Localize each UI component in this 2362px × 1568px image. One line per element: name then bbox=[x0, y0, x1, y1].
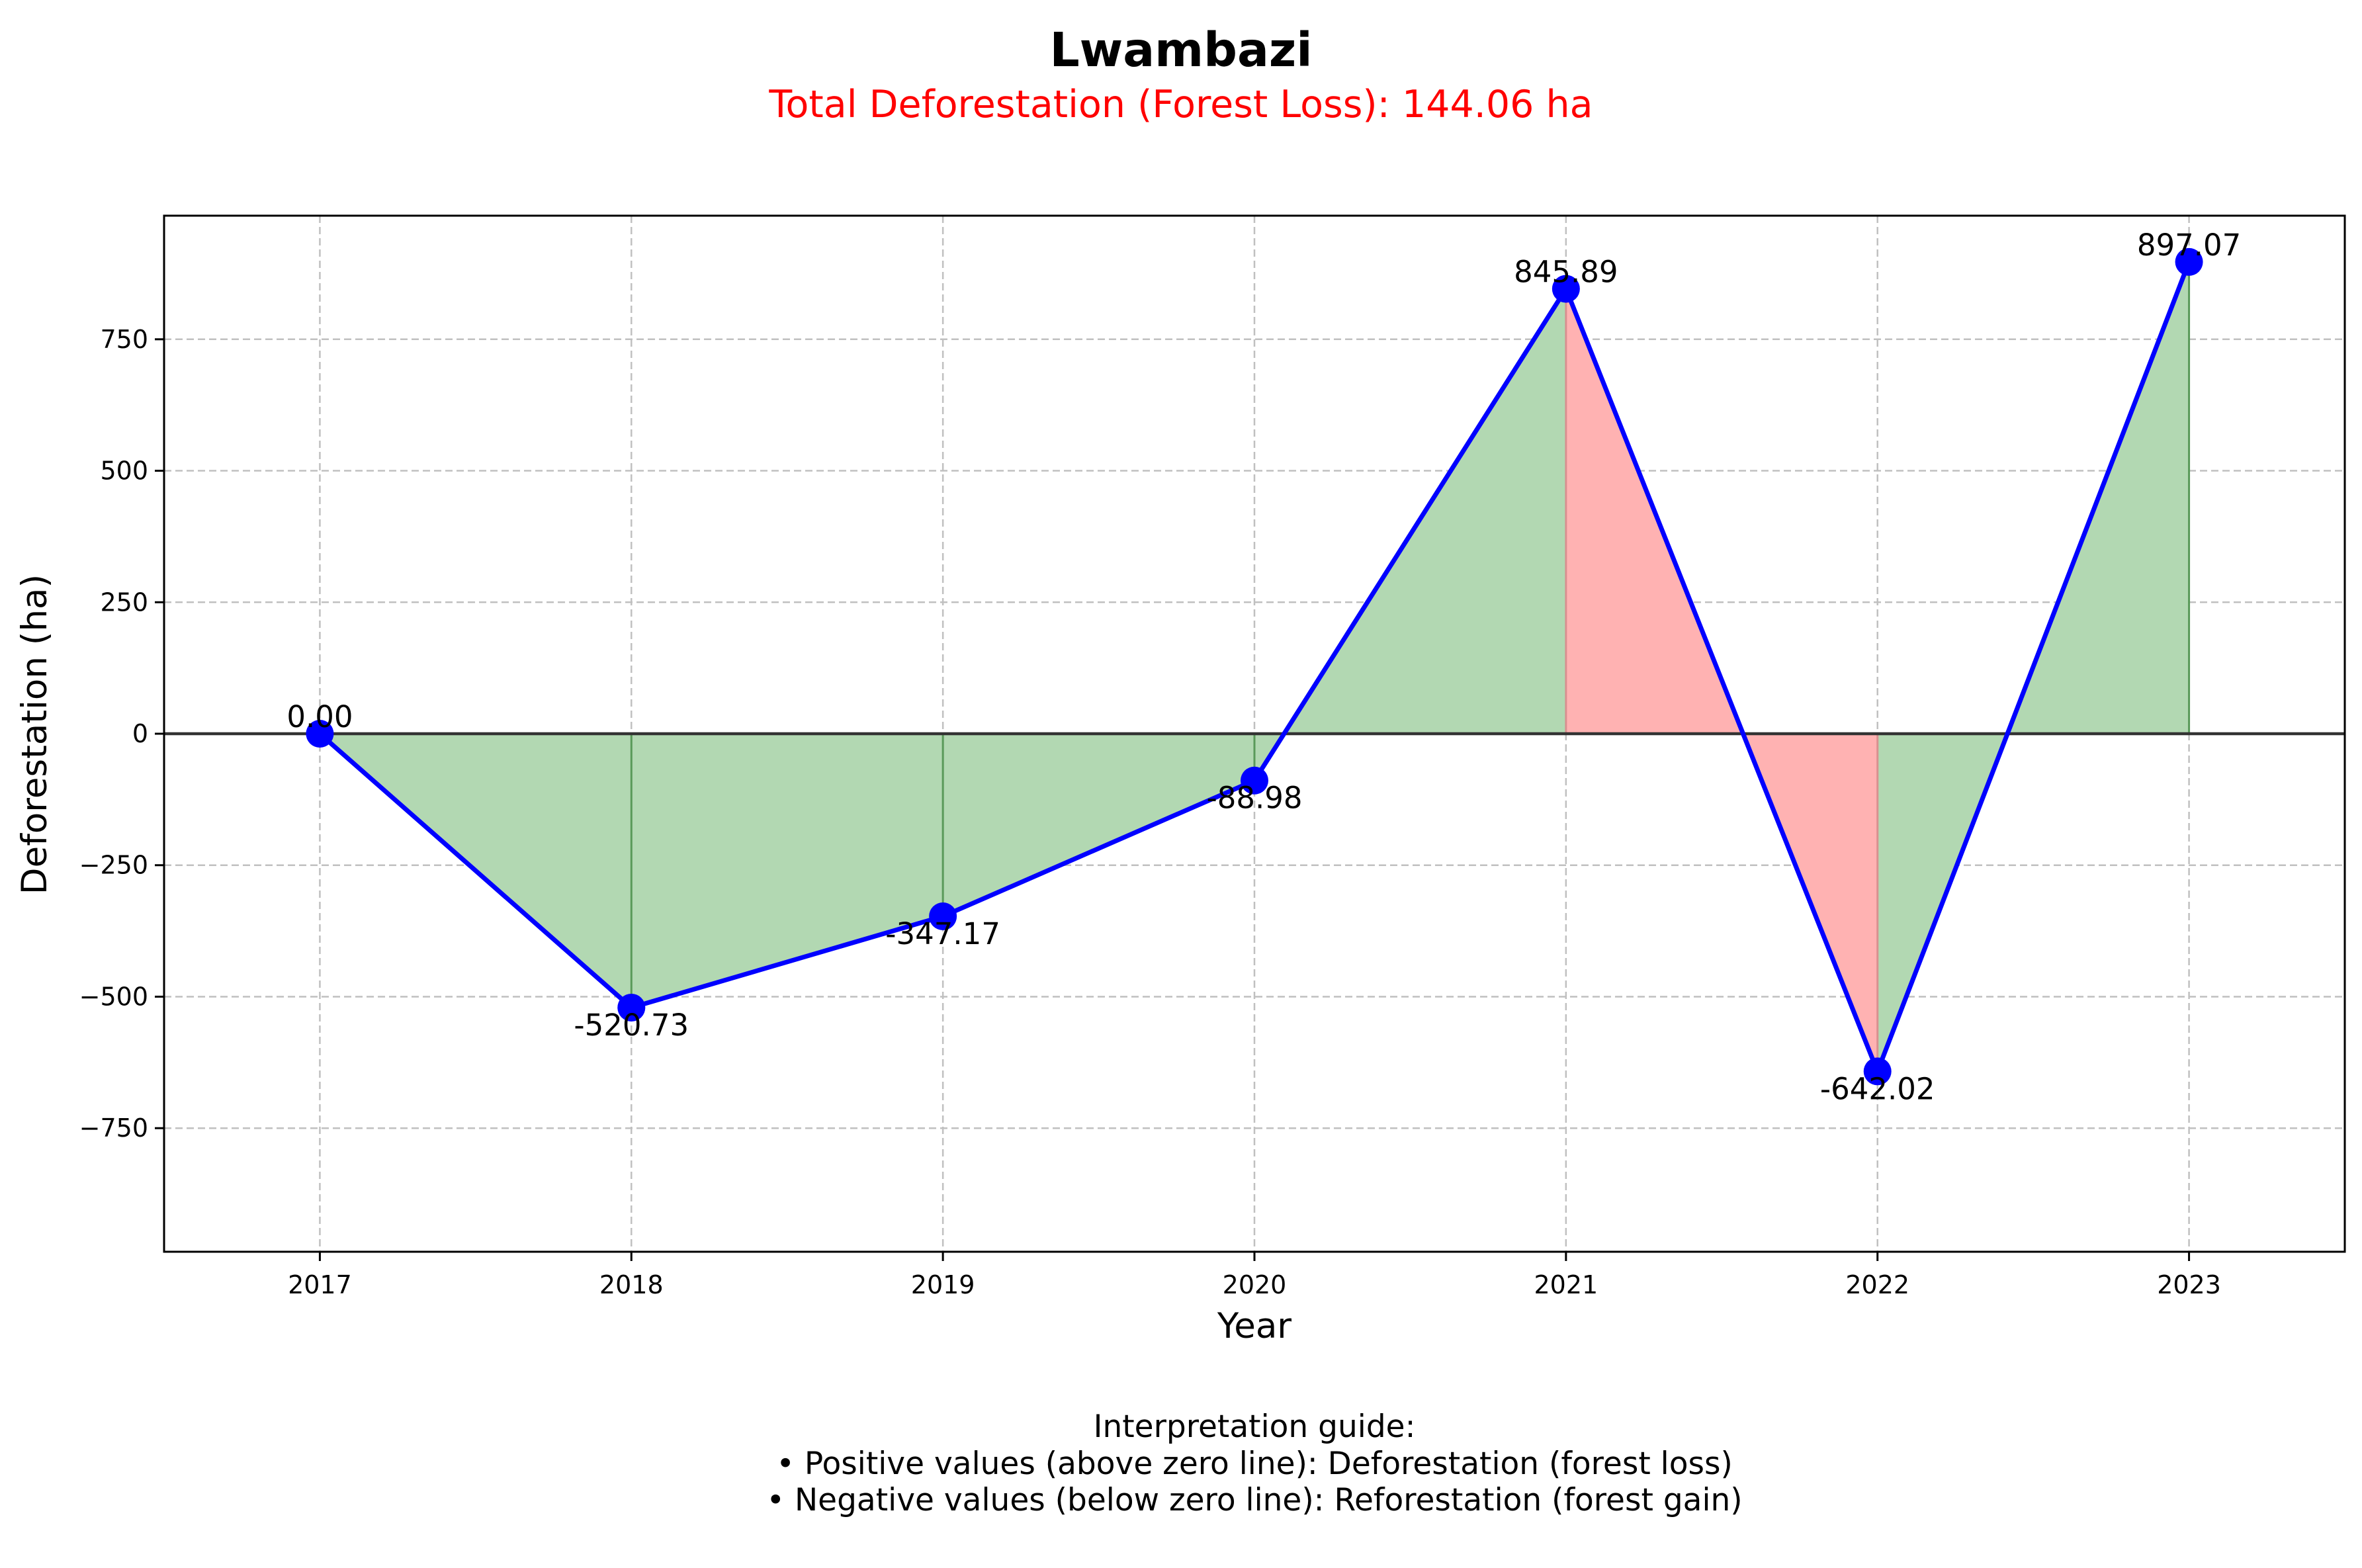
chart-title: Lwambazi bbox=[1049, 22, 1312, 77]
y-axis-ticks: −750 −500 −250 0 250 500 750 bbox=[79, 325, 164, 1143]
data-labels: 0.00 -520.73 -347.17 -88.98 845.89 -642.02 897… bbox=[286, 228, 2241, 1106]
data-point-2019 bbox=[929, 902, 957, 930]
y-tick-label: 500 bbox=[100, 457, 148, 486]
data-label-2021: 845.89 bbox=[1514, 255, 1618, 290]
x-tick-label-2017: 2017 bbox=[288, 1270, 352, 1299]
x-tick-label-2019: 2019 bbox=[911, 1270, 975, 1299]
guide-heading: Interpretation guide: bbox=[1094, 1409, 1416, 1445]
x-tick-label-2023: 2023 bbox=[2157, 1270, 2221, 1299]
guide-line-negative: • Negative values (below zero line): Ref… bbox=[766, 1482, 1742, 1518]
y-tick-label: 0 bbox=[132, 719, 148, 748]
data-label-2018: -520.73 bbox=[574, 1008, 689, 1043]
data-point-2023 bbox=[2175, 247, 2203, 276]
x-tick-label-2021: 2021 bbox=[1534, 1270, 1598, 1299]
y-tick-label: 250 bbox=[100, 588, 148, 617]
area-fill-segment bbox=[943, 734, 1254, 916]
data-point-2021 bbox=[1552, 275, 1580, 303]
data-points bbox=[306, 247, 2203, 1086]
y-tick-label: −500 bbox=[79, 982, 148, 1011]
x-axis-ticks: 2017 2018 2019 2020 2021 2022 2023 bbox=[288, 1252, 2221, 1299]
data-point-2017 bbox=[306, 720, 334, 748]
y-tick-label: −750 bbox=[79, 1113, 148, 1143]
data-label-2019: -347.17 bbox=[885, 916, 1000, 951]
chart-subtitle: Total Deforestation (Forest Loss): 144.0… bbox=[768, 83, 1593, 126]
y-axis-label: Deforestation (ha) bbox=[15, 574, 55, 894]
y-tick-label: −250 bbox=[79, 851, 148, 880]
x-axis-label: Year bbox=[1217, 1306, 1291, 1346]
data-label-2022: -642.02 bbox=[1820, 1071, 1935, 1106]
guide-line-positive: • Positive values (above zero line): Def… bbox=[776, 1446, 1733, 1482]
x-tick-label-2022: 2022 bbox=[1845, 1270, 1909, 1299]
segment-dividers bbox=[630, 261, 2191, 1072]
data-label-2023: 897.07 bbox=[2137, 228, 2241, 263]
data-point-2018 bbox=[617, 993, 646, 1022]
x-tick-label-2018: 2018 bbox=[599, 1270, 664, 1299]
data-point-2020 bbox=[1241, 766, 1268, 795]
data-label-2020: -88.98 bbox=[1206, 781, 1302, 816]
y-tick-label: 750 bbox=[100, 325, 148, 354]
data-point-2022 bbox=[1863, 1057, 1892, 1086]
data-label-2017: 0.00 bbox=[286, 699, 353, 734]
x-tick-label-2020: 2020 bbox=[1223, 1270, 1287, 1299]
